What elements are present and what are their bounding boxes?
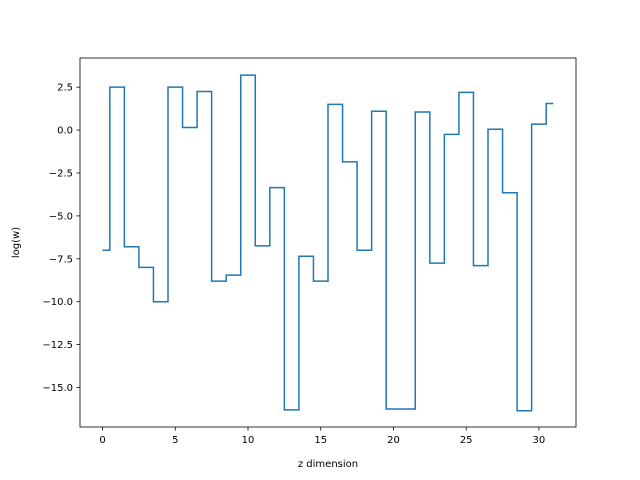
- x-axis: 0 5 10 15 20 25 30: [99, 427, 545, 446]
- series-line-0: [102, 74, 554, 412]
- y-tick-label: −7.5: [49, 254, 73, 265]
- x-tick-label: 30: [533, 435, 546, 446]
- y-tick-label: 2.5: [57, 83, 73, 94]
- y-tick-label: −12.5: [42, 340, 73, 351]
- y-tick-label: −2.5: [49, 168, 73, 179]
- y-tick-label: −10.0: [42, 297, 73, 308]
- y-axis: 2.5 0.0 −2.5 −5.0 −7.5 −10.0 −12.5 −15.0: [42, 83, 80, 394]
- x-tick-label: 10: [242, 435, 255, 446]
- x-tick-label: 15: [314, 435, 327, 446]
- series-line-group: [102, 74, 554, 412]
- x-tick-label: 25: [460, 435, 473, 446]
- x-axis-label: z dimension: [298, 459, 358, 470]
- x-tick-label: 20: [387, 435, 400, 446]
- y-tick-label: 0.0: [57, 126, 73, 137]
- y-tick-label: −5.0: [49, 211, 73, 222]
- x-tick-label: 0: [99, 435, 105, 446]
- y-axis-label: log(w): [11, 227, 22, 258]
- y-tick-label: −15.0: [42, 383, 73, 394]
- x-tick-label: 5: [172, 435, 178, 446]
- plot-frame: [79, 57, 577, 428]
